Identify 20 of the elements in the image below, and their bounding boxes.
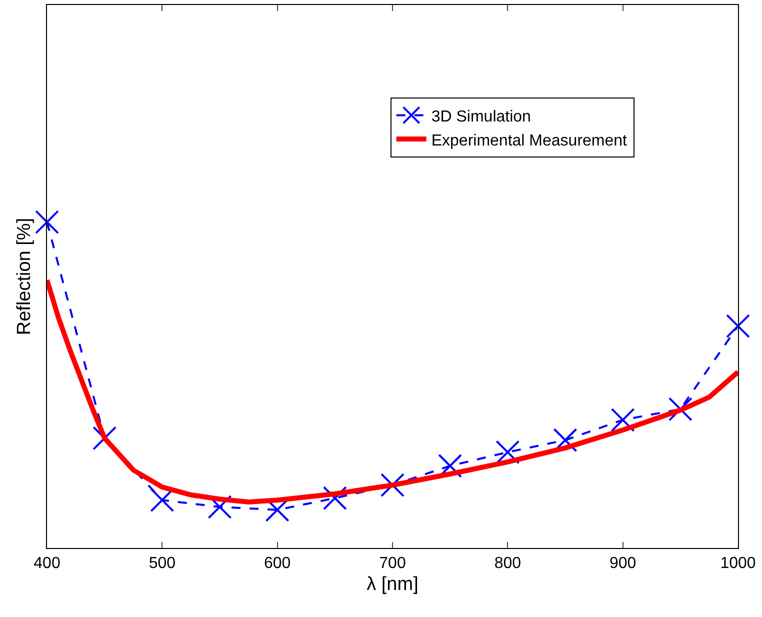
x-tick-label: 1000: [720, 555, 756, 572]
x-tick-label: 800: [494, 555, 522, 572]
point: [726, 314, 750, 338]
x-tick-label: 400: [34, 555, 60, 572]
x-tick-label: 600: [264, 555, 291, 572]
point: [438, 454, 462, 478]
y-axis-title: Reflection [%]: [14, 218, 35, 336]
x-tick-label: 700: [379, 555, 406, 572]
point: [208, 494, 232, 519]
x-tick-label: 500: [148, 555, 176, 572]
point: [553, 428, 578, 452]
x-tick-label: 900: [609, 555, 636, 572]
point: [496, 440, 520, 464]
legend-label: Experimental Measurement: [431, 132, 628, 150]
point: [150, 488, 174, 512]
point: [610, 408, 635, 432]
x-axis-title: λ [nm]: [366, 574, 418, 595]
legend-label: 3D Simulation: [431, 108, 531, 126]
point: [322, 486, 347, 510]
point: [35, 210, 59, 234]
